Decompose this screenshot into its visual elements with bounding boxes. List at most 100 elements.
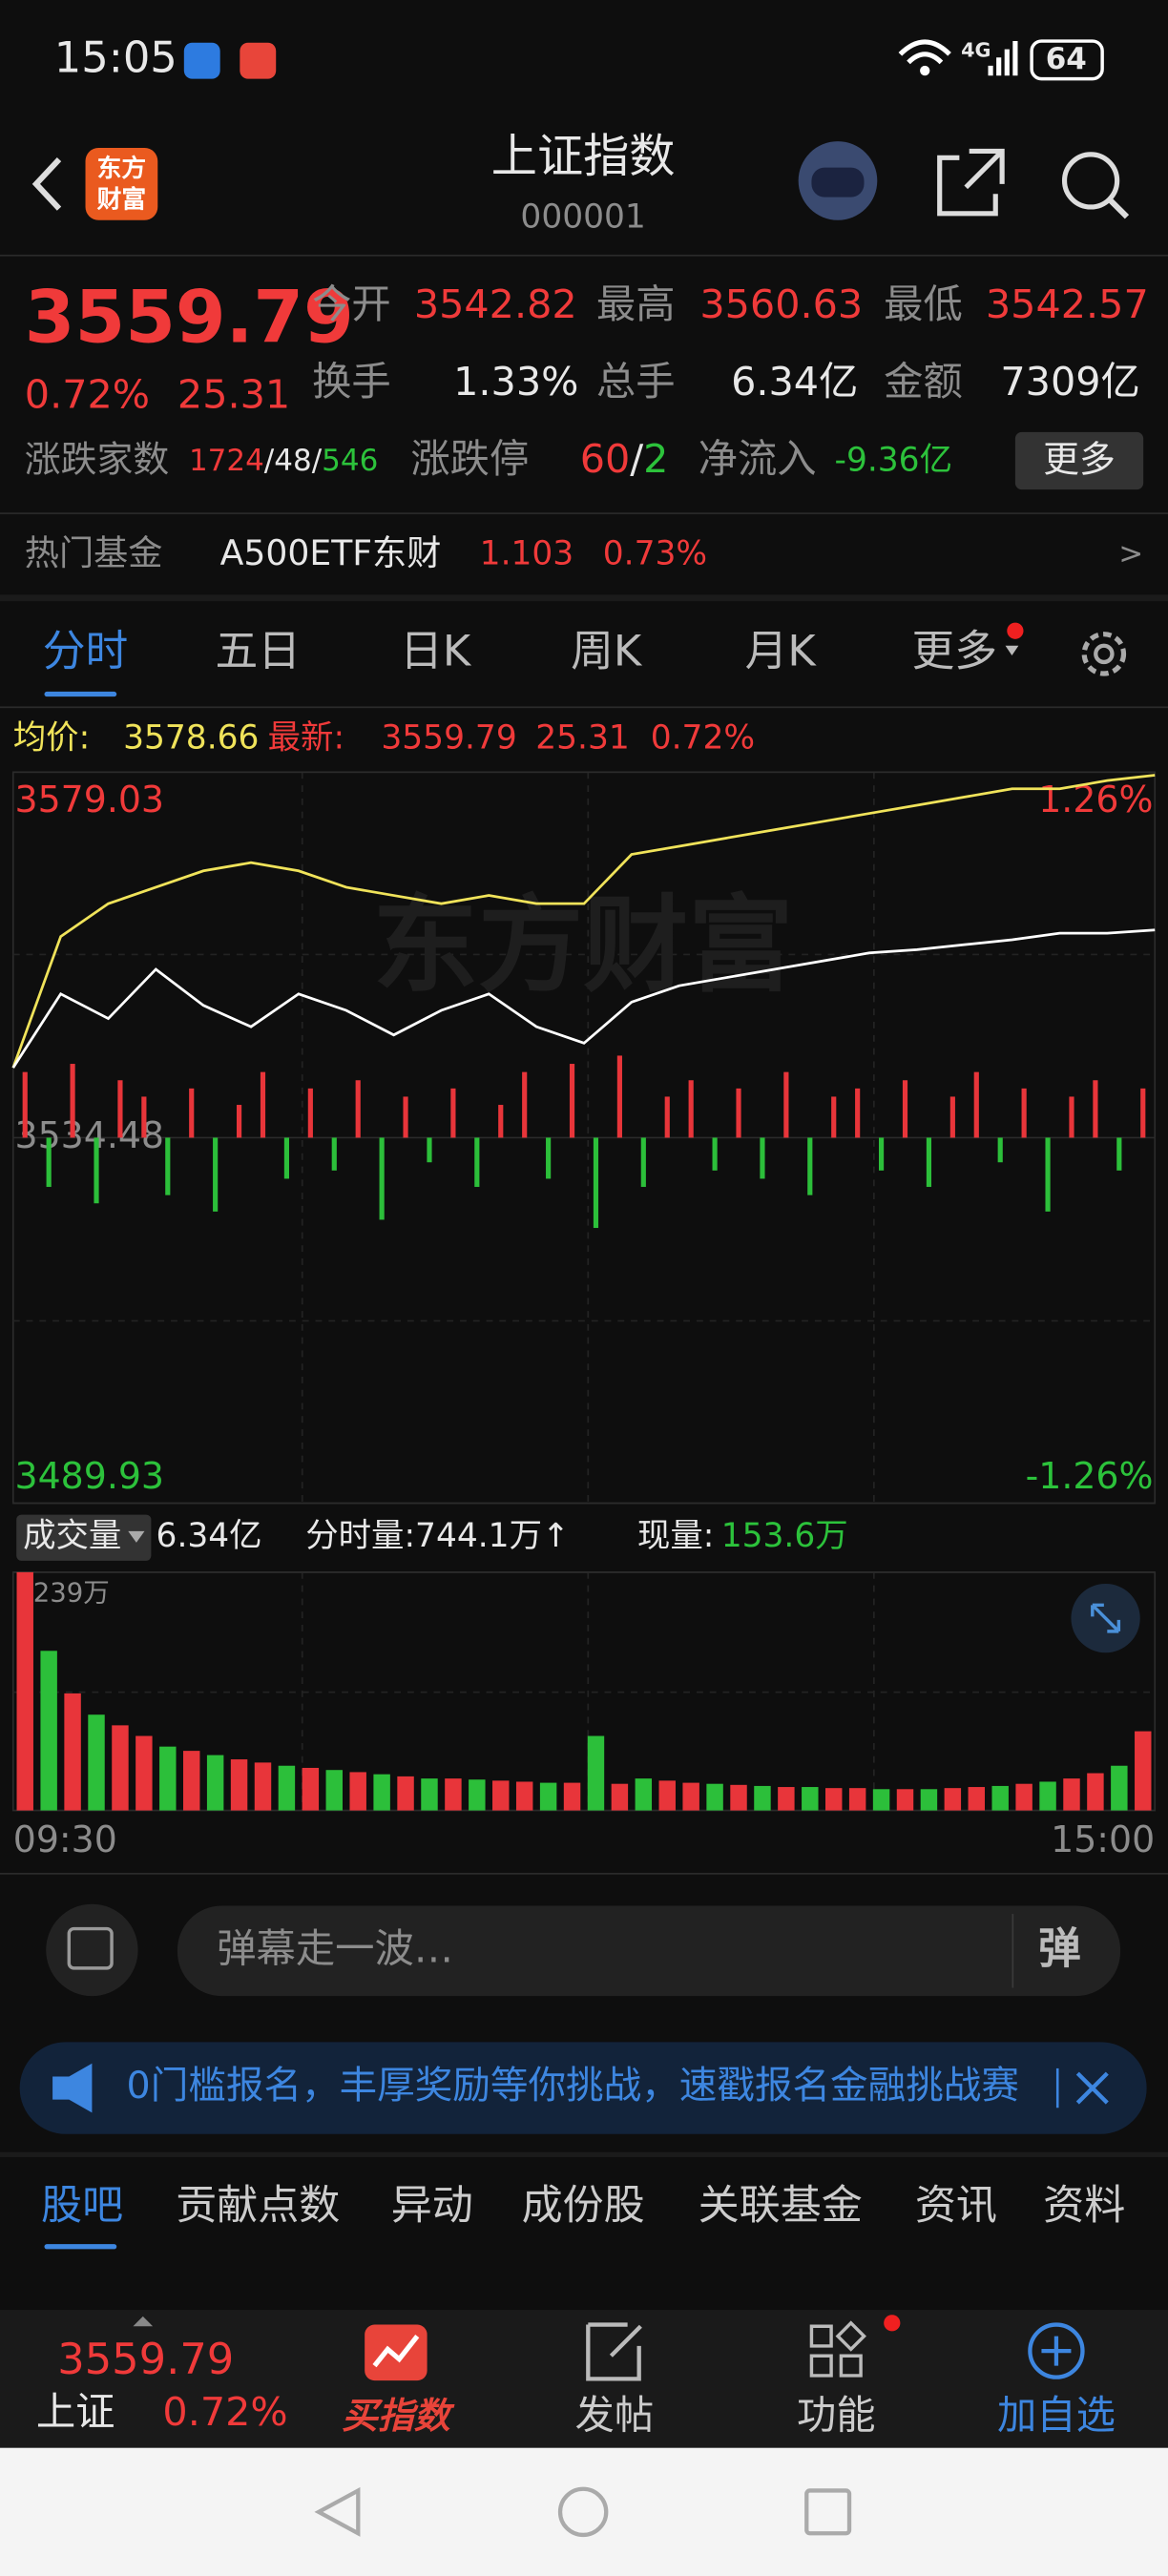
separator: /	[630, 436, 643, 482]
badge	[1007, 622, 1024, 639]
volume-bar	[373, 1774, 390, 1811]
volume-bar	[254, 1762, 272, 1811]
close-banner[interactable]	[1075, 2071, 1109, 2105]
volume-bar	[1039, 1781, 1056, 1811]
more-button-label: 更多	[1043, 438, 1116, 480]
settings-button[interactable]	[1081, 632, 1127, 676]
section-tab[interactable]: 资料	[1043, 2182, 1125, 2230]
flow-bar	[307, 1088, 313, 1138]
dropdown-arrow	[128, 1530, 145, 1543]
flow-bar	[1069, 1096, 1074, 1138]
volume-bar	[1087, 1773, 1104, 1811]
nav-recent[interactable]	[804, 2488, 852, 2536]
flow-bar	[736, 1088, 741, 1138]
flow-bar	[236, 1105, 242, 1138]
chart-tab[interactable]: 更多	[911, 625, 996, 675]
volume-selector[interactable]	[16, 1514, 152, 1561]
stock-code: 000001	[520, 198, 645, 237]
volume-bar	[968, 1787, 986, 1811]
flow-bar	[997, 1137, 1003, 1163]
flow-bar	[94, 1137, 99, 1204]
volume-bar	[635, 1778, 653, 1811]
chart-tab[interactable]: 日K	[400, 625, 472, 675]
banner[interactable]	[19, 2042, 1147, 2134]
section-tab[interactable]: 异动	[391, 2182, 473, 2230]
chart-tab[interactable]: 分时	[43, 625, 128, 675]
flow-bar	[831, 1096, 837, 1138]
dropdown-arrow	[1005, 645, 1019, 656]
fund-name[interactable]: A500ETF东财	[220, 532, 442, 573]
volume-selector-label: 成交量	[23, 1517, 121, 1555]
volume-bar	[112, 1725, 129, 1811]
danmaku-icon	[67, 1926, 114, 1970]
bottom-action[interactable]: 加自选	[997, 2393, 1116, 2439]
system-nav	[0, 2447, 1168, 2576]
volume-bar	[492, 1780, 510, 1811]
network-type: 4G	[961, 38, 991, 61]
volume-bar	[872, 1789, 890, 1811]
nav-back[interactable]	[314, 2486, 361, 2537]
fund-arrow[interactable]: >	[1118, 537, 1143, 571]
flow-bar	[878, 1137, 885, 1171]
section-tab[interactable]: 关联基金	[699, 2182, 863, 2230]
section-tab[interactable]: 股吧	[41, 2182, 123, 2230]
chart-grid	[12, 772, 1156, 1504]
bottom-action[interactable]: 买指数	[342, 2395, 455, 2437]
buy-icon	[372, 2335, 420, 2368]
section-tab[interactable]: 成份股	[522, 2182, 645, 2230]
fund-change: 0.73%	[603, 535, 707, 573]
last-price: 3559.79	[25, 275, 354, 359]
comment-input[interactable]	[177, 1905, 1121, 1997]
flow-bar	[926, 1137, 932, 1188]
divider	[0, 1873, 1168, 1875]
flow-bar	[783, 1071, 789, 1138]
flow-bar	[569, 1064, 575, 1138]
volume-bar	[278, 1765, 296, 1811]
flow-bar	[379, 1137, 385, 1220]
volume-bar	[397, 1776, 414, 1811]
separator: /	[312, 443, 323, 477]
search-button[interactable]	[1061, 152, 1120, 210]
flow-bar	[403, 1096, 408, 1138]
volume-bar	[1111, 1765, 1128, 1811]
flow-bar	[593, 1137, 599, 1229]
section-tab[interactable]: 贡献点数	[176, 2182, 340, 2230]
chart-tab[interactable]: 五日	[216, 625, 301, 675]
back-button[interactable]	[31, 156, 62, 211]
change-pct: 0.72%	[25, 372, 150, 418]
breadth-label: 涨跌家数	[25, 438, 169, 480]
change: 25.31	[177, 372, 290, 418]
volume-bar	[611, 1783, 629, 1811]
volume-bar	[515, 1781, 533, 1811]
flow-bar	[189, 1088, 195, 1138]
share-button[interactable]	[937, 148, 1005, 217]
logo-text: 财富	[97, 185, 147, 215]
post-icon	[586, 2322, 642, 2381]
nav-home[interactable]	[557, 2486, 609, 2538]
bottom-action[interactable]: 功能	[797, 2393, 876, 2439]
flow-bar	[949, 1096, 955, 1138]
danmaku-button[interactable]: 弹	[1038, 1923, 1081, 1974]
section-tab[interactable]: 资讯	[915, 2182, 997, 2230]
latest-label: 最新:	[268, 718, 344, 757]
chart-tab[interactable]: 月K	[745, 625, 818, 675]
chart-tab[interactable]: 周K	[571, 625, 643, 675]
volume-total: 6.34亿	[156, 1517, 262, 1555]
logo-text: 东方	[97, 154, 147, 183]
tools-icon	[809, 2320, 866, 2378]
volume-bar	[349, 1772, 366, 1811]
bottom-price: 3559.79	[57, 2334, 234, 2384]
volume-bar	[802, 1787, 819, 1811]
volume-bar	[944, 1788, 962, 1811]
collapse-arrow[interactable]	[133, 2316, 154, 2327]
add-watch-icon	[1041, 2336, 1072, 2366]
more-button[interactable]	[1014, 431, 1144, 490]
volume-bar	[421, 1778, 438, 1811]
danmaku-toggle[interactable]	[46, 1903, 138, 1997]
volume-bar	[230, 1759, 248, 1811]
active-tab-indicator	[44, 2244, 117, 2250]
bottom-action[interactable]: 发帖	[575, 2393, 655, 2439]
volume-bar	[445, 1778, 462, 1811]
volume-bar	[64, 1693, 81, 1811]
